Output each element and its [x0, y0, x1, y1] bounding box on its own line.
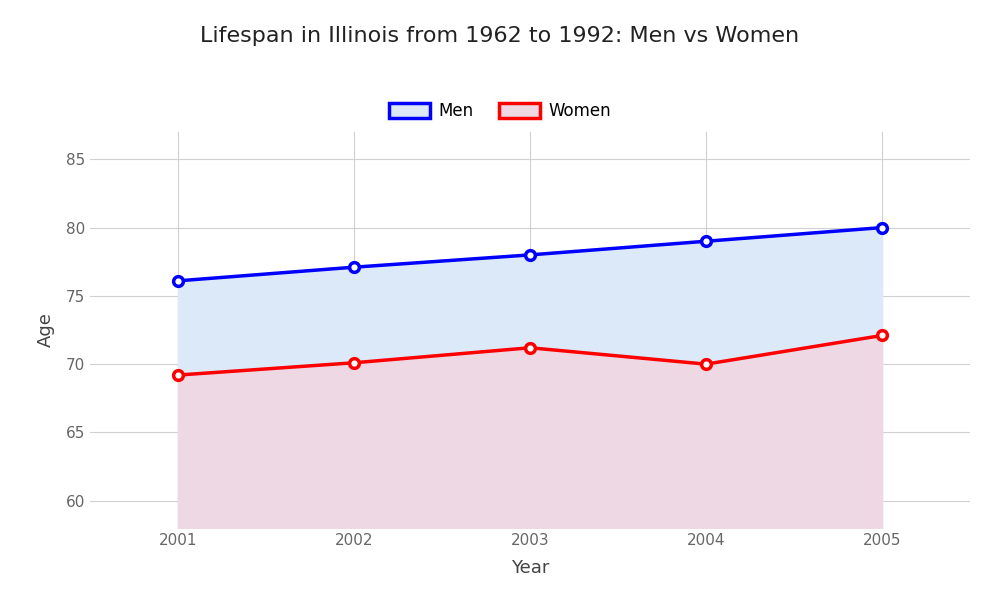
Y-axis label: Age: Age: [37, 313, 55, 347]
Text: Lifespan in Illinois from 1962 to 1992: Men vs Women: Lifespan in Illinois from 1962 to 1992: …: [200, 26, 800, 46]
X-axis label: Year: Year: [511, 559, 549, 577]
Legend: Men, Women: Men, Women: [382, 95, 618, 127]
